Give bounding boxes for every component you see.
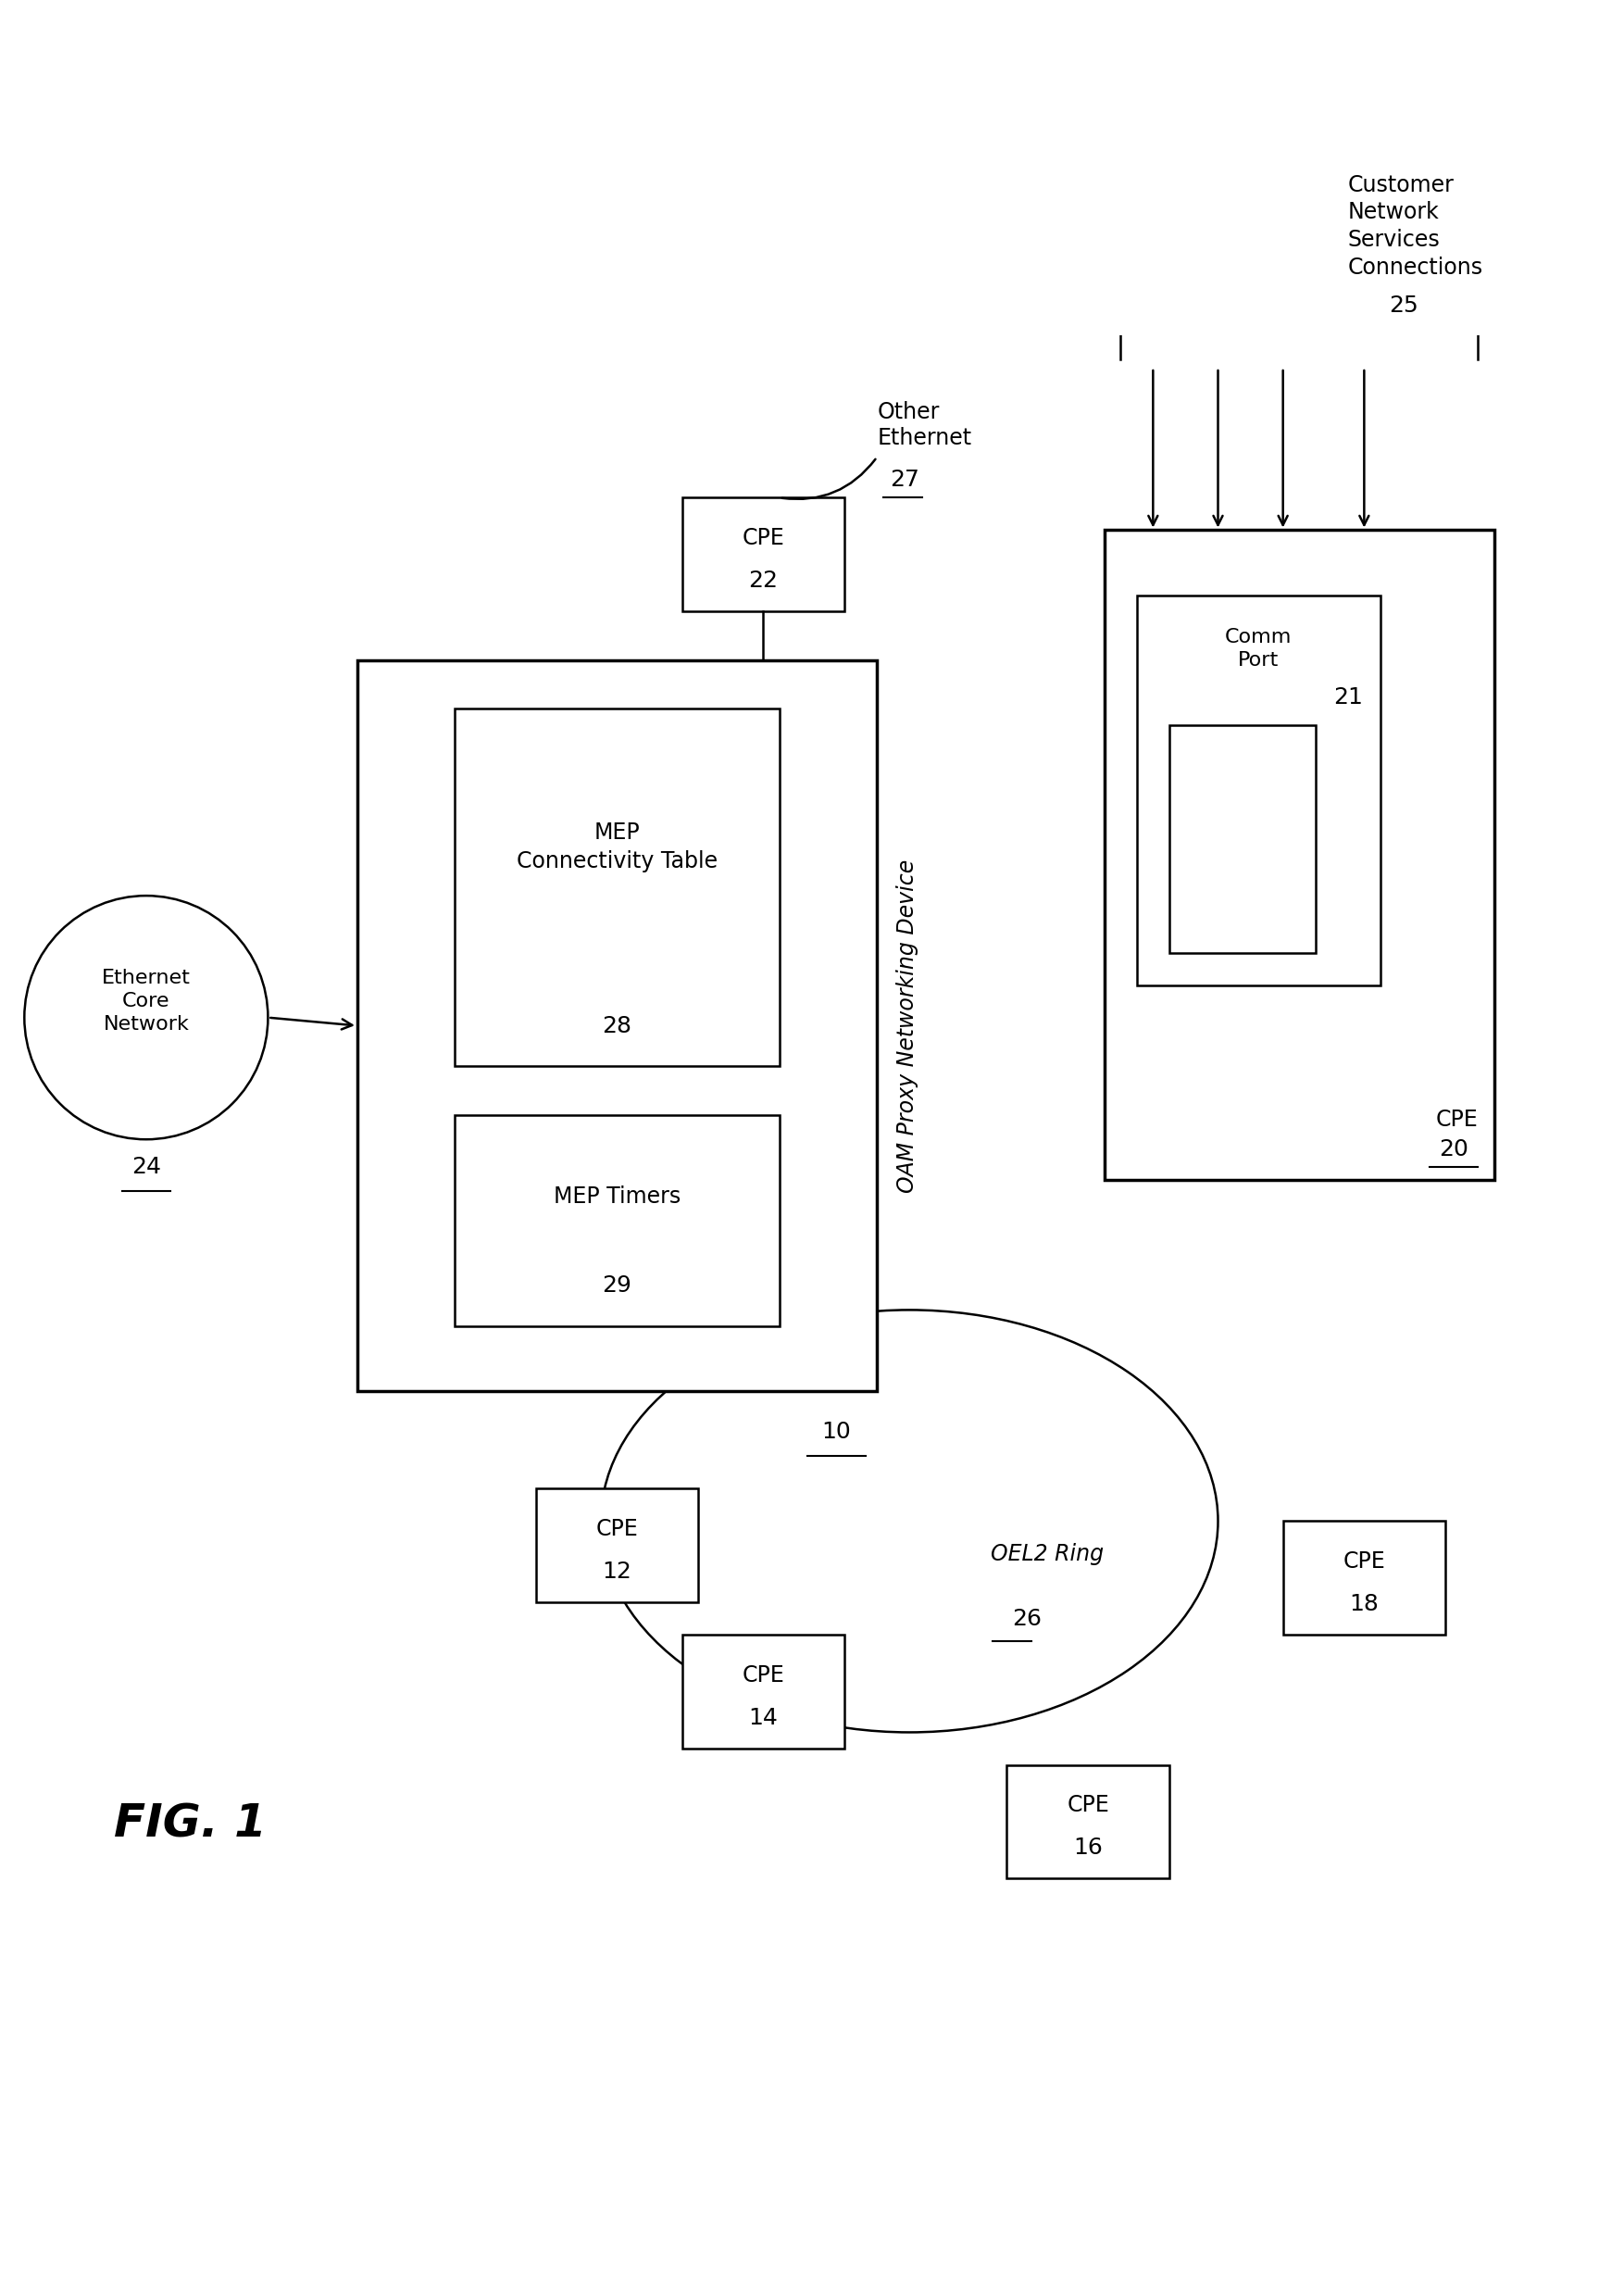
Text: 27: 27 xyxy=(1228,902,1257,923)
Text: 29: 29 xyxy=(603,1274,632,1297)
Text: 22: 22 xyxy=(749,569,778,592)
FancyBboxPatch shape xyxy=(536,1489,698,1602)
Text: CPE: CPE xyxy=(1343,1551,1385,1572)
Ellipse shape xyxy=(601,1310,1218,1733)
FancyBboxPatch shape xyxy=(357,661,877,1391)
FancyBboxPatch shape xyxy=(682,498,844,610)
FancyBboxPatch shape xyxy=(682,1634,844,1749)
Text: Ethernet
Core
Network: Ethernet Core Network xyxy=(102,968,190,1033)
Text: MEP
Connectivity Table: MEP Connectivity Table xyxy=(516,822,718,872)
Text: 10: 10 xyxy=(822,1421,851,1444)
FancyBboxPatch shape xyxy=(455,1115,780,1327)
Text: 16: 16 xyxy=(1073,1836,1103,1859)
FancyBboxPatch shape xyxy=(1104,530,1494,1180)
Ellipse shape xyxy=(24,895,268,1138)
Text: 12: 12 xyxy=(603,1561,632,1584)
Text: CPE: CPE xyxy=(742,1664,784,1687)
Text: CPE: CPE xyxy=(1067,1795,1109,1818)
Text: 25: 25 xyxy=(1389,294,1418,317)
FancyBboxPatch shape xyxy=(1283,1522,1445,1634)
Text: 28: 28 xyxy=(603,1014,632,1037)
Text: Customer
Network
Services
Connections: Customer Network Services Connections xyxy=(1348,174,1483,278)
Text: 20: 20 xyxy=(1439,1138,1468,1161)
FancyBboxPatch shape xyxy=(455,709,780,1067)
Text: 18: 18 xyxy=(1350,1593,1379,1616)
Text: CPE: CPE xyxy=(596,1517,638,1540)
Text: Comm
Port: Comm Port xyxy=(1224,627,1293,670)
Text: 24: 24 xyxy=(132,1157,161,1177)
Text: CPE: CPE xyxy=(1436,1108,1478,1131)
Text: MP: MP xyxy=(1226,803,1259,826)
Text: Other
Ethernet: Other Ethernet xyxy=(877,402,971,450)
FancyBboxPatch shape xyxy=(1007,1765,1169,1880)
Text: 14: 14 xyxy=(749,1707,778,1728)
Text: OEL2 Ring: OEL2 Ring xyxy=(991,1542,1104,1565)
Text: OAM Proxy Networking Device: OAM Proxy Networking Device xyxy=(896,858,919,1193)
FancyBboxPatch shape xyxy=(1137,594,1380,985)
Text: CPE: CPE xyxy=(742,528,784,549)
Text: 26: 26 xyxy=(1012,1606,1041,1629)
Text: 21: 21 xyxy=(1333,686,1363,709)
FancyBboxPatch shape xyxy=(1169,725,1315,952)
Text: FIG. 1: FIG. 1 xyxy=(114,1802,266,1845)
Text: 27: 27 xyxy=(890,468,919,491)
Text: MEP Timers: MEP Timers xyxy=(554,1184,680,1207)
